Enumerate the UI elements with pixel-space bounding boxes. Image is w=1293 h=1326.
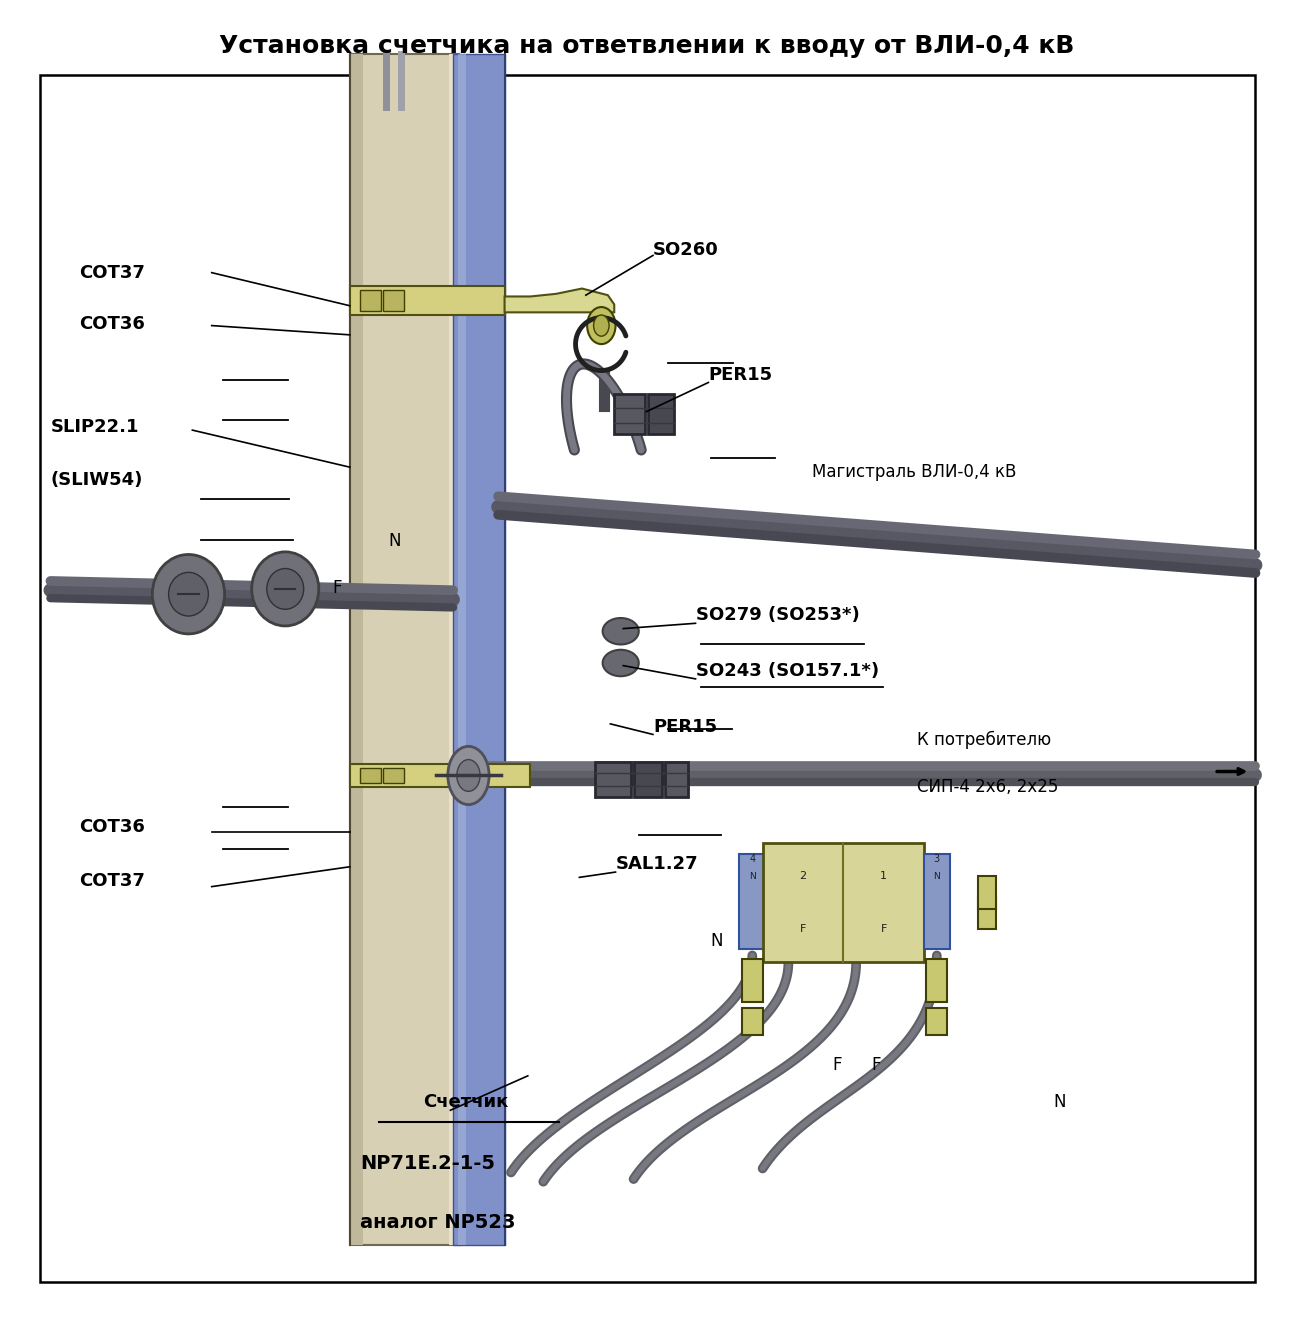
Text: N: N [389, 532, 401, 550]
Bar [349, 54, 459, 1245]
Text: PER15: PER15 [709, 366, 772, 383]
Text: F: F [833, 1057, 842, 1074]
Bar [453, 54, 504, 1245]
Bar [383, 290, 403, 312]
Bar [742, 960, 763, 1001]
Ellipse shape [603, 618, 639, 644]
Text: (SLIW54): (SLIW54) [50, 472, 142, 489]
Text: SLIP22.1: SLIP22.1 [50, 419, 138, 436]
Text: 1: 1 [881, 871, 887, 882]
Text: СОТ37: СОТ37 [79, 264, 145, 281]
Bar [595, 762, 631, 797]
Bar [359, 768, 380, 784]
Text: Установка счетчика на ответвлении к вводу от ВЛИ-0,4 кВ: Установка счетчика на ответвлении к ввод… [219, 34, 1074, 58]
Bar [634, 762, 662, 797]
Text: СОТ36: СОТ36 [79, 316, 145, 333]
Text: N: N [934, 871, 940, 880]
Text: SO243 (SO157.1*): SO243 (SO157.1*) [696, 662, 879, 680]
Text: SAL1.27: SAL1.27 [615, 855, 698, 873]
Text: К потребителю: К потребителю [918, 731, 1051, 749]
Bar [924, 854, 949, 949]
Ellipse shape [447, 747, 489, 805]
Text: СИП-4 2х6, 2х25: СИП-4 2х6, 2х25 [918, 778, 1059, 797]
Bar [614, 394, 645, 434]
Ellipse shape [266, 569, 304, 609]
Text: COT36: COT36 [79, 818, 145, 837]
Ellipse shape [587, 308, 615, 345]
Text: SO260: SO260 [653, 241, 719, 259]
Bar [927, 960, 946, 1001]
Text: F: F [881, 924, 887, 934]
Bar [665, 762, 688, 797]
Bar [978, 876, 996, 910]
Bar [740, 854, 765, 949]
Text: PER15: PER15 [653, 717, 718, 736]
Bar [383, 768, 403, 784]
Bar [349, 54, 362, 1245]
Bar [742, 1008, 763, 1034]
Text: N: N [1053, 1094, 1065, 1111]
Text: Магистраль ВЛИ-0,4 кВ: Магистраль ВЛИ-0,4 кВ [812, 464, 1016, 481]
Bar [449, 54, 459, 1245]
Text: N: N [710, 932, 723, 949]
Ellipse shape [252, 552, 319, 626]
Text: F: F [800, 924, 806, 934]
Text: NP71E.2-1-5: NP71E.2-1-5 [359, 1154, 495, 1172]
Ellipse shape [168, 573, 208, 617]
Text: 4: 4 [749, 854, 755, 863]
Ellipse shape [593, 316, 609, 337]
Bar [458, 54, 465, 1245]
Text: COT37: COT37 [79, 873, 145, 890]
Ellipse shape [456, 760, 480, 792]
Text: F: F [871, 1057, 881, 1074]
Bar [359, 290, 380, 312]
Bar [349, 764, 530, 788]
Text: SO279 (SO253*): SO279 (SO253*) [696, 606, 860, 625]
Bar [648, 394, 674, 434]
Bar [978, 896, 996, 930]
Text: F: F [332, 578, 341, 597]
Text: аналог NP523: аналог NP523 [359, 1213, 516, 1232]
Bar [349, 286, 504, 316]
Ellipse shape [603, 650, 639, 676]
Text: N: N [749, 871, 755, 880]
Polygon shape [504, 289, 614, 313]
Ellipse shape [153, 554, 225, 634]
Bar [763, 843, 924, 963]
Text: 3: 3 [934, 854, 940, 863]
Text: 2: 2 [799, 871, 807, 882]
Bar [927, 1008, 946, 1034]
Text: Счетчик: Счетчик [423, 1094, 508, 1111]
